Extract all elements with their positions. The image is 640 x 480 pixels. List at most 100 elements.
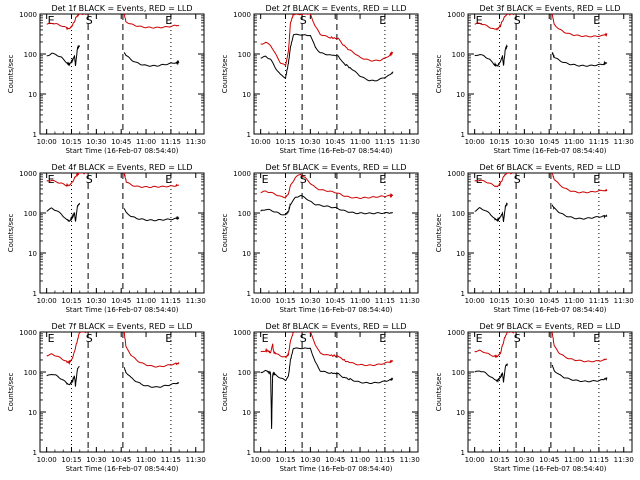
x-tick-label: 11:00: [564, 456, 584, 464]
x-tick-label: 10:30: [86, 138, 106, 146]
y-tick-label: 1000: [19, 11, 37, 19]
x-tick-label: 11:00: [350, 297, 370, 305]
event-marker-label: E: [165, 14, 172, 27]
plot-frame: [467, 13, 633, 135]
x-tick-label: 11:00: [564, 138, 584, 146]
x-tick-label: 10:45: [111, 138, 131, 146]
event-marker-label: E: [379, 173, 386, 186]
y-tick-label: 100: [24, 369, 37, 377]
x-tick-label: 11:15: [161, 456, 181, 464]
y-tick-label: 1: [33, 449, 37, 457]
event-marker-label: E: [476, 173, 483, 186]
x-tick-label: 10:45: [539, 456, 559, 464]
lld-line: [46, 14, 87, 31]
panel-title: Det 3f BLACK = Events, RED = LLD: [479, 4, 620, 13]
events-line: [123, 367, 179, 388]
y-tick-label: 1000: [447, 170, 465, 178]
panel-6: Det 6f BLACK = Events, RED = LLD 1 10 100 10…: [435, 163, 634, 314]
events-line: [46, 365, 80, 387]
y-axis-label: Counts/sec: [435, 55, 443, 94]
event-marker-label: E: [379, 332, 386, 345]
x-tick-label: 10:45: [111, 456, 131, 464]
x-tick-label: 10:45: [539, 138, 559, 146]
x-tick-label: 11:15: [589, 456, 609, 464]
y-tick-label: 1: [461, 290, 465, 298]
x-tick-label: 10:15: [489, 297, 509, 305]
x-tick-label: 10:30: [514, 456, 534, 464]
lld-line: [474, 173, 515, 188]
x-tick-label: 11:00: [350, 138, 370, 146]
x-tick-label: 11:00: [564, 297, 584, 305]
panel-9: Det 9f BLACK = Events, RED = LLD 1 10 100 10…: [435, 322, 634, 473]
plot-frame: [253, 172, 419, 294]
event-marker-label: E: [165, 332, 172, 345]
x-tick-label: 11:30: [400, 138, 420, 146]
x-axis-label: Start Time (16-Feb-07 08:54:40): [65, 306, 178, 314]
x-tick-label: 11:30: [400, 297, 420, 305]
y-tick-label: 10: [28, 409, 37, 417]
y-tick-label: 1000: [233, 11, 251, 19]
x-tick-label: 10:15: [275, 297, 295, 305]
y-tick-label: 10: [456, 91, 465, 99]
event-marker-label: S: [86, 14, 93, 27]
x-tick-label: 11:15: [161, 138, 181, 146]
y-axis-label: Counts/sec: [7, 214, 15, 253]
y-tick-label: 1000: [233, 329, 251, 337]
events-line: [260, 33, 394, 82]
events-line: [46, 202, 80, 222]
y-axis-label: Counts/sec: [435, 214, 443, 253]
events-line: [474, 202, 508, 222]
x-tick-label: 10:00: [37, 138, 57, 146]
y-tick-label: 10: [456, 409, 465, 417]
x-axis-label: Start Time (16-Feb-07 08:54:40): [279, 147, 392, 155]
x-tick-label: 11:00: [136, 456, 156, 464]
panel-title: Det 1f BLACK = Events, RED = LLD: [51, 4, 192, 13]
event-marker-label: S: [86, 332, 93, 345]
x-tick-label: 10:15: [61, 138, 81, 146]
y-tick-label: 10: [456, 250, 465, 258]
events-line: [260, 194, 393, 216]
panel-4: Det 4f BLACK = Events, RED = LLD 1 10 100 10…: [7, 163, 206, 314]
x-tick-label: 10:45: [111, 297, 131, 305]
event-marker-label: S: [514, 332, 521, 345]
event-marker-label: E: [476, 14, 483, 27]
x-axis-label: Start Time (16-Feb-07 08:54:40): [493, 306, 606, 314]
x-tick-label: 10:45: [325, 297, 345, 305]
panel-3: Det 3f BLACK = Events, RED = LLD 1 10 100 10…: [435, 4, 634, 155]
x-tick-label: 10:30: [86, 297, 106, 305]
y-tick-label: 1000: [233, 170, 251, 178]
lld-line: [474, 14, 515, 31]
plot-frame: [467, 331, 633, 453]
y-tick-label: 1: [247, 449, 251, 457]
x-axis-label: Start Time (16-Feb-07 08:54:40): [279, 306, 392, 314]
event-marker-label: E: [48, 173, 55, 186]
y-tick-label: 10: [28, 91, 37, 99]
y-tick-label: 10: [242, 250, 251, 258]
lld-line: [260, 332, 394, 367]
x-tick-label: 11:30: [186, 297, 206, 305]
x-axis-label: Start Time (16-Feb-07 08:54:40): [65, 465, 178, 473]
y-tick-label: 1: [33, 290, 37, 298]
lld-line: [551, 332, 608, 363]
x-axis-label: Start Time (16-Feb-07 08:54:40): [493, 465, 606, 473]
x-tick-label: 10:00: [465, 297, 485, 305]
y-tick-label: 1: [247, 131, 251, 139]
panel-title: Det 9f BLACK = Events, RED = LLD: [479, 322, 620, 331]
y-tick-label: 100: [24, 210, 37, 218]
y-tick-label: 1000: [447, 11, 465, 19]
lld-line: [46, 332, 87, 366]
plot-frame: [253, 331, 419, 453]
panel-7: Det 7f BLACK = Events, RED = LLD 1 10 100 10…: [7, 322, 206, 473]
x-tick-label: 10:00: [251, 297, 271, 305]
events-line: [551, 364, 608, 383]
panel-title: Det 5f BLACK = Events, RED = LLD: [265, 163, 406, 172]
x-tick-label: 11:15: [589, 138, 609, 146]
event-marker-label: E: [379, 14, 386, 27]
event-marker-label: E: [593, 14, 600, 27]
y-tick-label: 1: [461, 131, 465, 139]
event-marker-label: E: [476, 332, 483, 345]
x-tick-label: 10:00: [465, 138, 485, 146]
x-tick-label: 10:30: [514, 297, 534, 305]
x-tick-label: 11:00: [136, 138, 156, 146]
x-tick-label: 10:00: [37, 456, 57, 464]
